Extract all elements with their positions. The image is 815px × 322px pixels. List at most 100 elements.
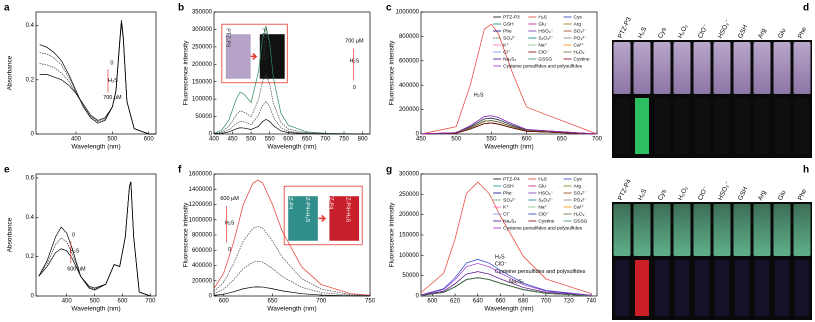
vial-fluorescence (655, 98, 669, 154)
x-tick-label: 660 (495, 299, 506, 305)
vial-label: PTZ-P4 (617, 178, 633, 202)
panel-label: d (803, 3, 809, 14)
y-tick-label: 250000 (399, 192, 420, 198)
annotation: H₂S (70, 248, 80, 254)
vial-label: HSO₃⁻ (717, 18, 732, 40)
vial-solution (693, 42, 711, 94)
vial-solution (713, 42, 731, 94)
vial-fluorescence (655, 260, 669, 316)
series-line (420, 181, 592, 295)
annotation: 0 (353, 85, 356, 91)
y-tick-label: 1400000 (189, 187, 213, 193)
x-tick-label: 700 (316, 299, 327, 305)
inset-label: PTZ-P4+H₂S (304, 190, 310, 222)
y-axis-label: Fluorescence intensity (183, 40, 190, 105)
legend-label: Cystine (538, 218, 554, 224)
series-line (420, 263, 592, 296)
legend-label: Cys (574, 176, 583, 182)
y-tick-label: 150000 (399, 233, 420, 239)
y-tick-label: 0 (209, 132, 213, 138)
legend-label: PTZ-P4 (503, 176, 520, 182)
x-tick-label: 800 (358, 137, 369, 143)
annotation: ClO⁻ (495, 262, 507, 268)
series-line (420, 117, 598, 135)
annotation: 0 (110, 61, 113, 67)
x-tick-label: 600 (118, 299, 129, 305)
vial-solution (753, 204, 771, 256)
panel-label: a (4, 3, 10, 14)
vial-fluorescence (795, 260, 809, 316)
y-tick-label: 200000 (192, 278, 213, 284)
legend-label: HSO₃⁻ (538, 190, 553, 196)
series-line (420, 122, 598, 135)
legend-label: GSH (503, 183, 514, 189)
vial-label: Cys (657, 26, 668, 40)
y-tick-label: 1600000 (189, 172, 213, 178)
x-tick-label: 600 (427, 299, 438, 305)
vial-fluorescence (775, 98, 789, 154)
legend-label: SO₄²⁻ (574, 190, 587, 196)
vial-label: GSH (737, 24, 749, 40)
vial-fluorescence (695, 260, 709, 316)
legend-label: Na⁺ (538, 204, 547, 210)
legend-label: Ca²⁺ (574, 204, 585, 210)
vial-fluorescence (775, 260, 789, 316)
x-tick-label: 400 (62, 299, 73, 305)
series-line (420, 259, 592, 296)
series-line (420, 115, 598, 135)
legend-label: H₂O₂ (574, 49, 585, 55)
vial-label: ClO⁻ (697, 185, 710, 202)
y-axis-label: Absorbance (7, 55, 14, 90)
annotation: H₂S (350, 58, 360, 64)
y-axis-label: Absorbance (7, 217, 14, 252)
x-tick-label: 450 (228, 137, 239, 143)
legend-label: Cl⁻ (503, 49, 511, 55)
legend-label: GSSG (574, 218, 588, 224)
annotation: 600 μM (67, 267, 86, 273)
series-line (213, 286, 371, 297)
y-tick-label: 400000 (192, 263, 213, 269)
vial-fluorescence (795, 98, 809, 154)
y-tick-label: 100000 (399, 253, 420, 259)
series-line (39, 20, 156, 135)
inset-vial-photo (259, 34, 285, 79)
plot-frame (35, 11, 157, 135)
y-tick-label: 300000 (192, 27, 213, 33)
y-tick-label: 1000000 (189, 217, 213, 223)
legend-label: SO₄²⁻ (574, 28, 587, 34)
series-line (39, 20, 156, 135)
x-tick-label: 500 (451, 137, 462, 143)
y-tick-label: 400000 (399, 83, 420, 89)
series-line (38, 181, 151, 297)
legend-label: SO₃²⁻ (503, 35, 516, 41)
vial-fluorescence (715, 260, 729, 316)
y-axis-label: Fluorescence intensity (389, 40, 396, 105)
series-line (39, 22, 156, 135)
series-line (213, 260, 371, 297)
x-tick-label: 750 (339, 137, 350, 143)
vial-solution (733, 204, 751, 256)
legend-label: Arg (574, 21, 582, 27)
vial-fluorescence (675, 260, 689, 316)
vial-fluorescence (675, 98, 689, 154)
y-tick-label: 200000 (399, 107, 420, 113)
plot-frame (420, 11, 598, 135)
inset-vial-photo (329, 196, 360, 241)
vial-label: GSH (737, 186, 749, 202)
x-axis-label: Wavelength (nm) (71, 306, 120, 313)
annotation: Cysteine persulfides and polysulfides (495, 269, 586, 275)
x-tick-label: 650 (557, 137, 568, 143)
x-tick-label: 600 (522, 137, 533, 143)
legend-label: S₂O₃²⁻ (538, 197, 553, 203)
y-tick-label: 1000000 (396, 10, 420, 16)
x-tick-label: 700 (541, 299, 552, 305)
annotation: 0 (72, 232, 75, 238)
series-line (420, 117, 598, 135)
vial-solution (773, 42, 791, 94)
vial-fluorescence (755, 260, 769, 316)
series-line (213, 101, 370, 135)
y-axis-label: Fluorescence intensity (389, 202, 396, 267)
inset-label: PTZ-P4 (327, 190, 333, 209)
y-tick-label: 0 (31, 132, 35, 138)
